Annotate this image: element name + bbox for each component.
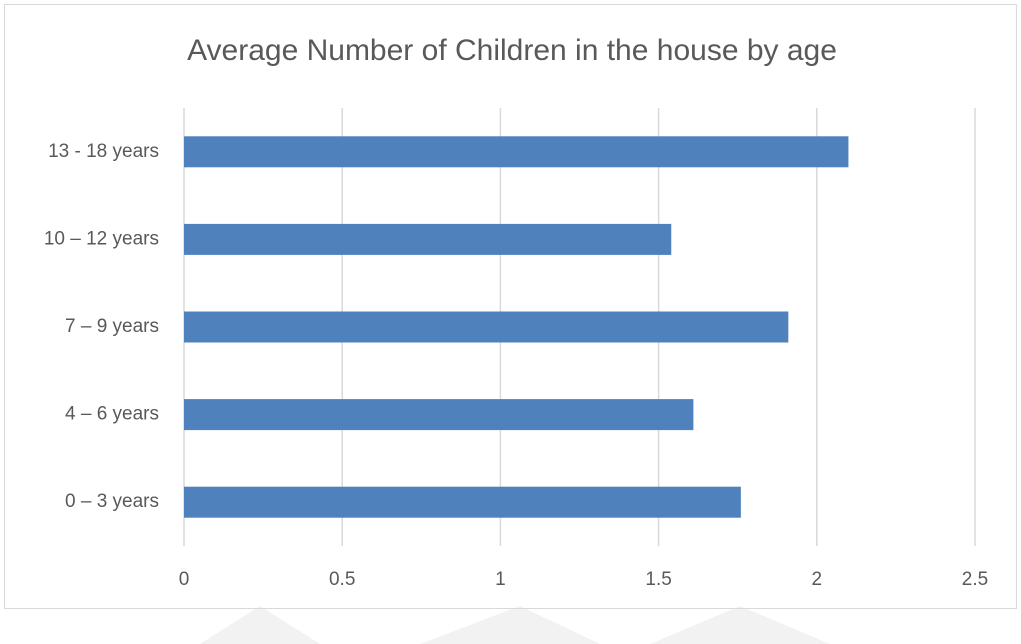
category-label: 4 – 6 years [65, 404, 159, 425]
x-tick-label: 0.5 [329, 569, 355, 590]
bar [184, 486, 741, 518]
bar [184, 223, 672, 255]
bar [184, 399, 694, 431]
watermark-shapes [200, 606, 830, 644]
x-tick-label: 0 [179, 569, 190, 590]
category-label: 0 – 3 years [65, 491, 159, 512]
chart-title: Average Number of Children in the house … [187, 34, 837, 67]
x-tick-labels: 0 0.5 1 1.5 2 2.5 [179, 569, 989, 590]
category-labels: 0 – 3 years 4 – 6 years 7 – 9 years 10 – 12… [44, 141, 159, 512]
bar [184, 311, 789, 343]
bars [184, 136, 849, 518]
bar [184, 136, 849, 168]
category-label: 10 – 12 years [44, 228, 159, 249]
x-tick-label: 2.5 [962, 569, 988, 590]
category-label: 13 - 18 years [48, 141, 159, 162]
x-tick-label: 2 [812, 569, 823, 590]
category-label: 7 – 9 years [65, 316, 159, 337]
chart-border [4, 4, 1017, 609]
x-tick-label: 1.5 [645, 569, 671, 590]
x-tick-label: 1 [495, 569, 506, 590]
